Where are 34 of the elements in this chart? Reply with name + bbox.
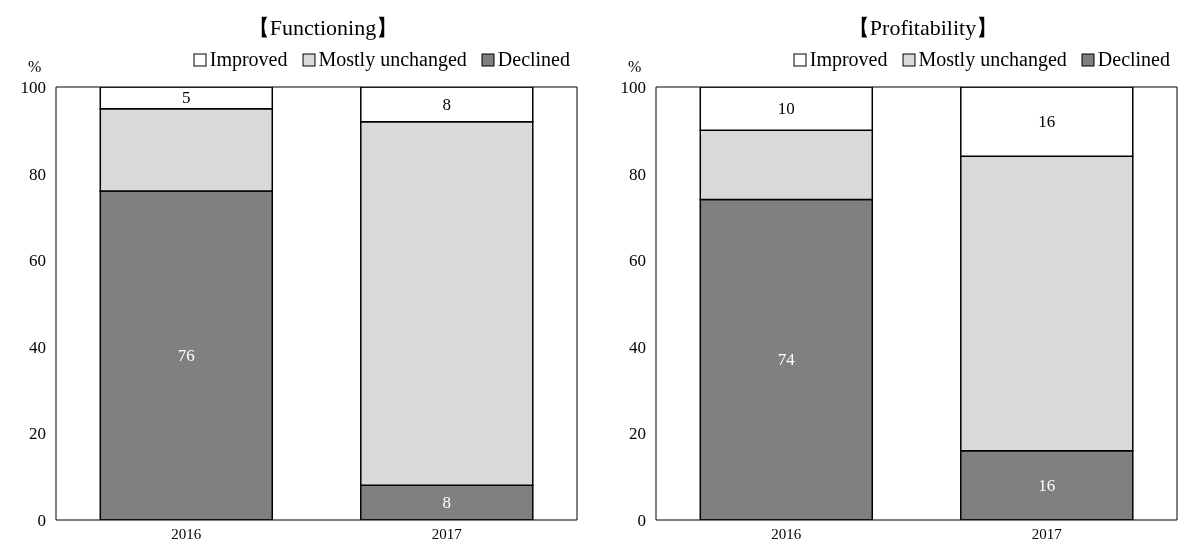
- chart-title: 【Functioning】: [246, 14, 400, 42]
- legend-label: Mostly unchanged: [317, 48, 467, 71]
- data-label: 76: [177, 345, 195, 365]
- y-tick-label: 60: [629, 251, 646, 271]
- legend-label: Declined: [496, 48, 570, 71]
- legend-label: Declined: [1096, 48, 1170, 71]
- x-tick-label: 2016: [771, 525, 802, 542]
- y-tick-label: 40: [29, 337, 46, 357]
- y-tick-label: 0: [637, 511, 646, 531]
- y-tick-label: 20: [629, 424, 646, 444]
- data-label: 5: [182, 88, 191, 108]
- y-tick-label: 60: [29, 251, 46, 271]
- legend-label: Improved: [808, 48, 888, 71]
- y-axis-title: %: [628, 58, 642, 76]
- y-tick-label: 100: [620, 78, 646, 98]
- legend-label: Improved: [208, 48, 288, 71]
- chart-title: 【Profitability】: [846, 14, 1000, 42]
- y-tick-label: 40: [629, 337, 646, 357]
- data-label: 16: [1038, 112, 1056, 132]
- legend-label: Mostly unchanged: [917, 48, 1067, 71]
- y-tick-label: 0: [37, 511, 46, 531]
- data-label: 10: [777, 99, 795, 119]
- y-axis-title: %: [28, 58, 42, 76]
- y-tick-label: 80: [629, 164, 646, 184]
- data-label: 16: [1038, 475, 1056, 495]
- data-label: 74: [777, 350, 796, 370]
- y-tick-label: 100: [20, 78, 46, 98]
- y-tick-label: 20: [29, 424, 46, 444]
- x-tick-label: 2017: [1031, 525, 1063, 542]
- data-label: 8: [442, 94, 452, 114]
- data-label: 8: [442, 493, 452, 513]
- x-tick-label: 2016: [171, 525, 202, 542]
- x-tick-label: 2017: [431, 525, 463, 542]
- y-tick-label: 80: [29, 164, 46, 184]
